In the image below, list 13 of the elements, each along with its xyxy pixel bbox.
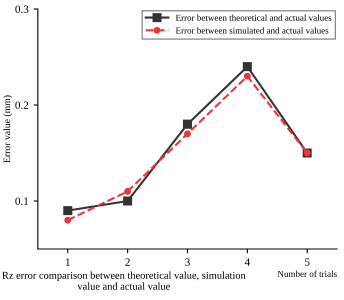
text: Rz error comparison between theoretical value, simulation value and actual value [2,272,246,290]
legend-label: Error between simulated and actual values [176,27,328,34]
x-tick-label: 4 [244,258,250,266]
y-tick-label: 0.3 [15,5,28,14]
y-tick-label: 0.2 [15,101,28,110]
x-tick-label: 1 [66,258,70,266]
legend-label: Error between theoretical and actual values [176,14,332,21]
y-axis-title: Error value (mm) [3,95,12,163]
x-tick-label: 5 [305,258,310,266]
x-tick-label: 3 [185,258,190,266]
y-tick-label: 0.1 [15,197,28,206]
x-axis-title: Number of trials [278,270,337,277]
x-tick-label: 2 [125,258,130,266]
